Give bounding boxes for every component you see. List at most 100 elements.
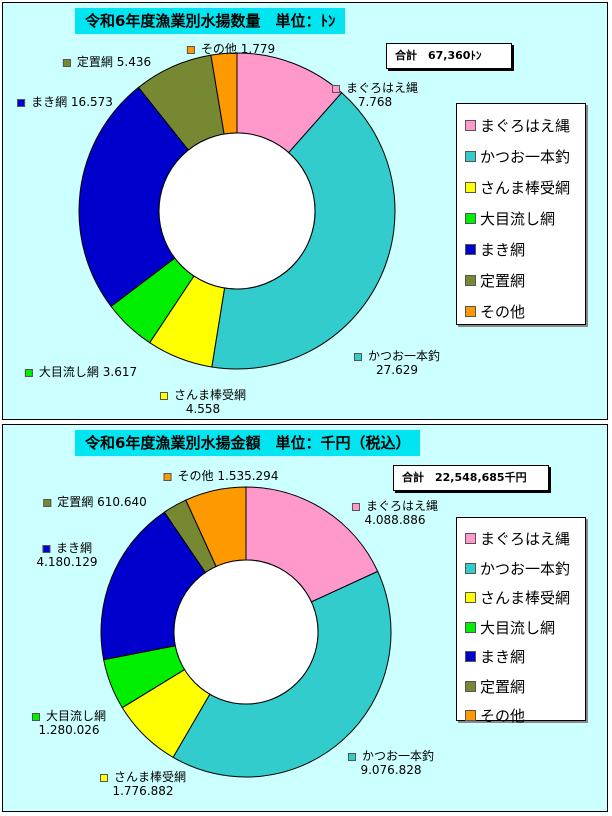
legend-marker <box>31 712 40 721</box>
amount-donut-chart <box>100 486 392 778</box>
legend-marker <box>186 45 195 54</box>
quantity-legend-item-4: まき網 <box>465 234 577 265</box>
legend-label: まき網 <box>480 648 526 667</box>
data-label-category: その他 <box>200 42 237 56</box>
data-label-value: 1.535.294 <box>217 469 279 483</box>
amount-legend-item-5: 定置網 <box>465 672 577 702</box>
legend-label: まぐろはえ縄 <box>480 117 571 135</box>
amount-legend: まぐろはえ縄 かつお一本釣 さんま棒受網 大目流し網 まき網 定置網 その他 <box>456 517 586 725</box>
legend-label: 大目流し網 <box>480 210 556 228</box>
quantity-data-label-2: さんま棒受網 4.558 <box>159 388 247 416</box>
quantity-legend-item-1: かつお一本釣 <box>465 141 577 172</box>
legend-swatch <box>465 592 476 604</box>
legend-marker <box>24 368 33 377</box>
data-label-value: 4.088.886 <box>364 513 426 527</box>
amount-data-label-6: その他 1.535.294 <box>163 469 279 483</box>
legend-label: かつお一本釣 <box>480 148 571 166</box>
data-label-category: その他 <box>177 469 214 483</box>
data-label-category: かつお一本釣 <box>367 349 441 363</box>
data-label-category: 定置網 <box>76 55 113 69</box>
legend-marker <box>62 58 71 67</box>
amount-legend-item-3: 大目流し網 <box>465 613 577 643</box>
data-label-value: 16.573 <box>70 95 113 109</box>
quantity-legend-item-6: その他 <box>465 296 577 327</box>
data-label-value: 27.629 <box>375 363 418 377</box>
legend-marker <box>99 773 108 782</box>
quantity-data-label-3: 大目流し網 3.617 <box>24 365 138 379</box>
legend-marker <box>17 98 26 107</box>
data-label-category: 定置網 <box>57 495 94 509</box>
quantity-data-label-0: まぐろはえ縄 7.768 <box>331 81 419 109</box>
quantity-donut-chart <box>78 52 396 370</box>
legend-label: 定置網 <box>480 272 526 290</box>
amount-legend-item-0: まぐろはえ縄 <box>465 524 577 554</box>
legend-label: 定置網 <box>480 677 526 696</box>
quantity-legend-item-0: まぐろはえ縄 <box>465 110 577 141</box>
data-label-value: 7.768 <box>357 95 393 109</box>
data-label-value: 3.617 <box>102 365 138 379</box>
amount-legend-item-1: かつお一本釣 <box>465 554 577 584</box>
legend-label: まぐろはえ縄 <box>480 530 571 549</box>
data-label-category: 大目流し網 <box>38 365 99 379</box>
legend-swatch <box>465 306 476 317</box>
data-label-value: 4.558 <box>185 402 221 416</box>
amount-chart-title: 令和6年度漁業別水揚金額 単位：千円（税込） <box>75 430 421 456</box>
amount-data-label-2: さんま棒受網 1.776.882 <box>99 770 187 798</box>
legend-marker <box>347 752 356 761</box>
legend-swatch <box>465 151 476 162</box>
data-label-value: 1.280.026 <box>38 723 100 737</box>
legend-swatch <box>465 120 476 131</box>
data-label-category: さんま棒受網 <box>173 388 247 402</box>
legend-swatch <box>465 213 476 224</box>
amount-donut-hole <box>173 559 319 705</box>
legend-swatch <box>465 182 476 193</box>
amount-data-label-5: 定置網 610.640 <box>43 495 147 509</box>
legend-marker <box>159 391 168 400</box>
data-label-value: 1.776.882 <box>112 784 174 798</box>
legend-marker <box>41 544 50 553</box>
legend-marker <box>351 502 360 511</box>
amount-data-label-3: 大目流し網 1.280.026 <box>31 709 107 737</box>
data-label-category: まぐろはえ縄 <box>365 499 439 513</box>
legend-label: さんま棒受網 <box>480 589 571 608</box>
data-label-value: 5.436 <box>116 55 152 69</box>
data-label-category: 大目流し網 <box>45 709 107 723</box>
data-label-category: まき網 <box>31 95 68 109</box>
quantity-data-label-5: 定置網 5.436 <box>62 55 152 69</box>
data-label-value: 9.076.828 <box>360 763 422 777</box>
amount-total: 合計 22,548,685千円 <box>393 465 549 491</box>
quantity-legend: まぐろはえ縄 かつお一本釣 さんま棒受網 大目流し網まき網定置網その他 <box>456 103 586 325</box>
legend-swatch <box>465 244 476 255</box>
legend-label: まき網 <box>480 241 526 259</box>
quantity-legend-item-2: さんま棒受網 <box>465 172 577 203</box>
legend-label: かつお一本釣 <box>480 559 571 578</box>
legend-marker <box>43 498 52 507</box>
legend-label: その他 <box>480 303 526 321</box>
data-label-category: さんま棒受網 <box>113 770 187 784</box>
legend-swatch <box>465 621 476 633</box>
data-label-value: 610.640 <box>97 495 147 509</box>
legend-swatch <box>465 680 476 692</box>
legend-swatch <box>465 710 476 722</box>
quantity-chart-title: 令和6年度漁業別水揚数量 単位：ﾄﾝ <box>75 8 346 34</box>
quantity-legend-item-5: 定置網 <box>465 265 577 296</box>
amount-legend-item-2: さんま棒受網 <box>465 583 577 613</box>
data-label-category: まぐろはえ縄 <box>345 81 419 95</box>
legend-marker <box>353 352 362 361</box>
amount-data-label-4: まき網 4.180.129 <box>36 541 97 569</box>
data-label-value: 4.180.129 <box>36 555 98 569</box>
quantity-legend-item-3: 大目流し網 <box>465 203 577 234</box>
quantity-data-label-4: まき網 16.573 <box>17 95 113 109</box>
data-label-category: まき網 <box>55 541 93 555</box>
legend-swatch <box>465 533 476 545</box>
amount-data-label-1: かつお一本釣 9.076.828 <box>347 749 434 777</box>
amount-data-label-0: まぐろはえ縄 4.088.886 <box>351 499 439 527</box>
legend-swatch <box>465 275 476 286</box>
legend-label: さんま棒受網 <box>480 179 571 197</box>
legend-marker <box>163 472 172 481</box>
amount-legend-item-6: その他 <box>465 701 577 731</box>
quantity-data-label-1: かつお一本釣 27.629 <box>353 349 441 377</box>
quantity-data-label-6: その他 1.779 <box>186 42 275 56</box>
legend-marker <box>331 84 340 93</box>
quantity-total: 合計 67,360ﾄﾝ <box>386 43 512 69</box>
